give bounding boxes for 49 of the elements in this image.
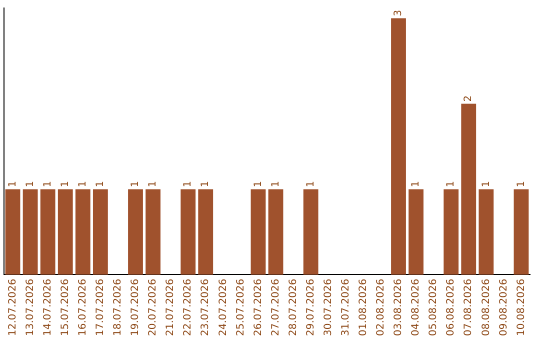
x-tick-label: 27.07.2026: [270, 278, 282, 336]
x-tick-label: 30.07.2026: [322, 278, 334, 336]
data-label: 1: [77, 180, 88, 188]
x-tick-label: 26.07.2026: [252, 278, 264, 336]
x-tick-label: 24.07.2026: [218, 278, 229, 336]
x-tick-label: 10.08.2026: [516, 278, 527, 336]
x-tick-label: 20.07.2026: [148, 278, 159, 336]
x-tick-label: 19.07.2026: [130, 278, 142, 336]
x-tick-label: 07.08.2026: [463, 278, 474, 336]
data-label: 1: [410, 180, 422, 188]
data-label: 2: [463, 95, 474, 102]
x-tick-label: 22.07.2026: [182, 278, 194, 336]
x-tick-label: 09.08.2026: [498, 278, 510, 336]
x-tick-label: 02.08.2026: [376, 278, 387, 336]
x-tick-label: 13.07.2026: [24, 278, 36, 336]
data-label: 1: [24, 180, 36, 188]
x-tick-label: 03.08.2026: [393, 278, 404, 336]
data-label: 1: [305, 180, 316, 188]
x-tick-label: 05.08.2026: [428, 278, 440, 336]
data-label: 1: [148, 180, 159, 188]
data-label: 3: [393, 10, 404, 16]
x-tick-label: 28.07.2026: [288, 278, 299, 336]
data-label: 1: [252, 180, 264, 188]
data-label: 1: [200, 180, 212, 188]
data-label: 1: [270, 180, 282, 188]
data-label: 1: [130, 180, 142, 188]
x-tick-label: 29.07.2026: [305, 278, 316, 336]
x-tick-label: 08.08.2026: [480, 278, 492, 336]
x-tick-label: 17.07.2026: [95, 278, 106, 336]
x-tick-label: 14.07.2026: [42, 278, 54, 336]
x-tick-label: 06.08.2026: [446, 278, 457, 336]
data-label: 1: [182, 180, 194, 188]
data-label: 1: [7, 180, 18, 188]
x-tick-label: 01.08.2026: [358, 278, 370, 336]
x-tick-label: 25.07.2026: [235, 278, 246, 336]
x-tick-label: 12.07.2026: [7, 278, 18, 336]
x-tick-label: 16.07.2026: [77, 278, 88, 336]
data-label: 1: [446, 180, 457, 188]
data-label: 1: [60, 180, 71, 188]
x-tick-label: 15.07.2026: [60, 278, 71, 336]
data-label: 1: [516, 180, 527, 188]
data-label: 1: [480, 180, 492, 188]
x-tick-label: 04.08.2026: [410, 278, 422, 336]
x-tick-label: 31.07.2026: [340, 278, 352, 336]
x-tick-label: 23.07.2026: [200, 278, 212, 336]
x-tick-label: 18.07.2026: [112, 278, 124, 336]
data-label: 1: [95, 180, 106, 188]
data-label: 1: [42, 180, 54, 188]
x-tick-label: 21.07.2026: [165, 278, 176, 336]
